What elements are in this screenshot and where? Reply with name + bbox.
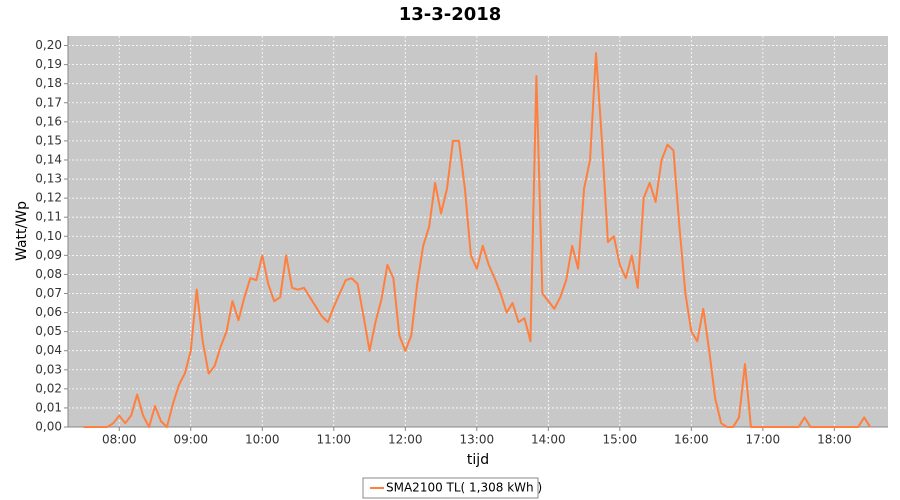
y-tick-label: 0,06 xyxy=(35,305,62,319)
plot-area xyxy=(68,36,888,427)
x-tick-label: 18:00 xyxy=(817,433,852,447)
y-tick-label: 0,09 xyxy=(35,248,62,262)
y-tick-label: 0,08 xyxy=(35,267,62,281)
y-tick-label: 0,01 xyxy=(35,400,62,414)
chart-title: 13-3-2018 xyxy=(399,4,502,25)
y-tick-label: 0,19 xyxy=(35,57,62,71)
y-tick-label: 0,04 xyxy=(35,343,62,357)
x-tick-label: 15:00 xyxy=(603,433,638,447)
y-tick-label: 0,05 xyxy=(35,324,62,338)
legend-box xyxy=(362,477,539,499)
x-tick-label: 08:00 xyxy=(102,433,137,447)
y-tick-label: 0,07 xyxy=(35,286,62,300)
y-tick-label: 0,16 xyxy=(35,114,62,128)
x-tick-label: 12:00 xyxy=(388,433,423,447)
x-tick-label: 09:00 xyxy=(173,433,208,447)
y-tick-label: 0,17 xyxy=(35,95,62,109)
y-tick-label: 0,10 xyxy=(35,229,62,243)
x-tick-label: 16:00 xyxy=(674,433,709,447)
y-tick-label: 0,12 xyxy=(35,191,62,205)
data-line xyxy=(83,52,871,428)
y-tick-label: 0,03 xyxy=(35,362,62,376)
y-tick-label: 0,18 xyxy=(35,76,62,90)
x-tick-label: 11:00 xyxy=(316,433,351,447)
x-tick-label: 14:00 xyxy=(531,433,566,447)
y-tick-label: 0,02 xyxy=(35,381,62,395)
y-tick-label: 0,15 xyxy=(35,133,62,147)
x-tick-label: 10:00 xyxy=(245,433,280,447)
y-tick-label: 0,20 xyxy=(35,38,62,52)
y-axis-label: Watt/Wp xyxy=(14,201,30,261)
y-tick-label: 0,14 xyxy=(35,152,62,166)
legend-label: SMA2100 TL( 1,308 kWh ) xyxy=(386,481,542,495)
y-tick-label: 0,11 xyxy=(35,210,62,224)
x-axis-label: tijd xyxy=(467,452,489,468)
y-tick-label: 0,13 xyxy=(35,172,62,186)
x-tick-label: 13:00 xyxy=(460,433,495,447)
y-tick-label: 0,00 xyxy=(35,420,62,434)
x-tick-label: 17:00 xyxy=(746,433,781,447)
